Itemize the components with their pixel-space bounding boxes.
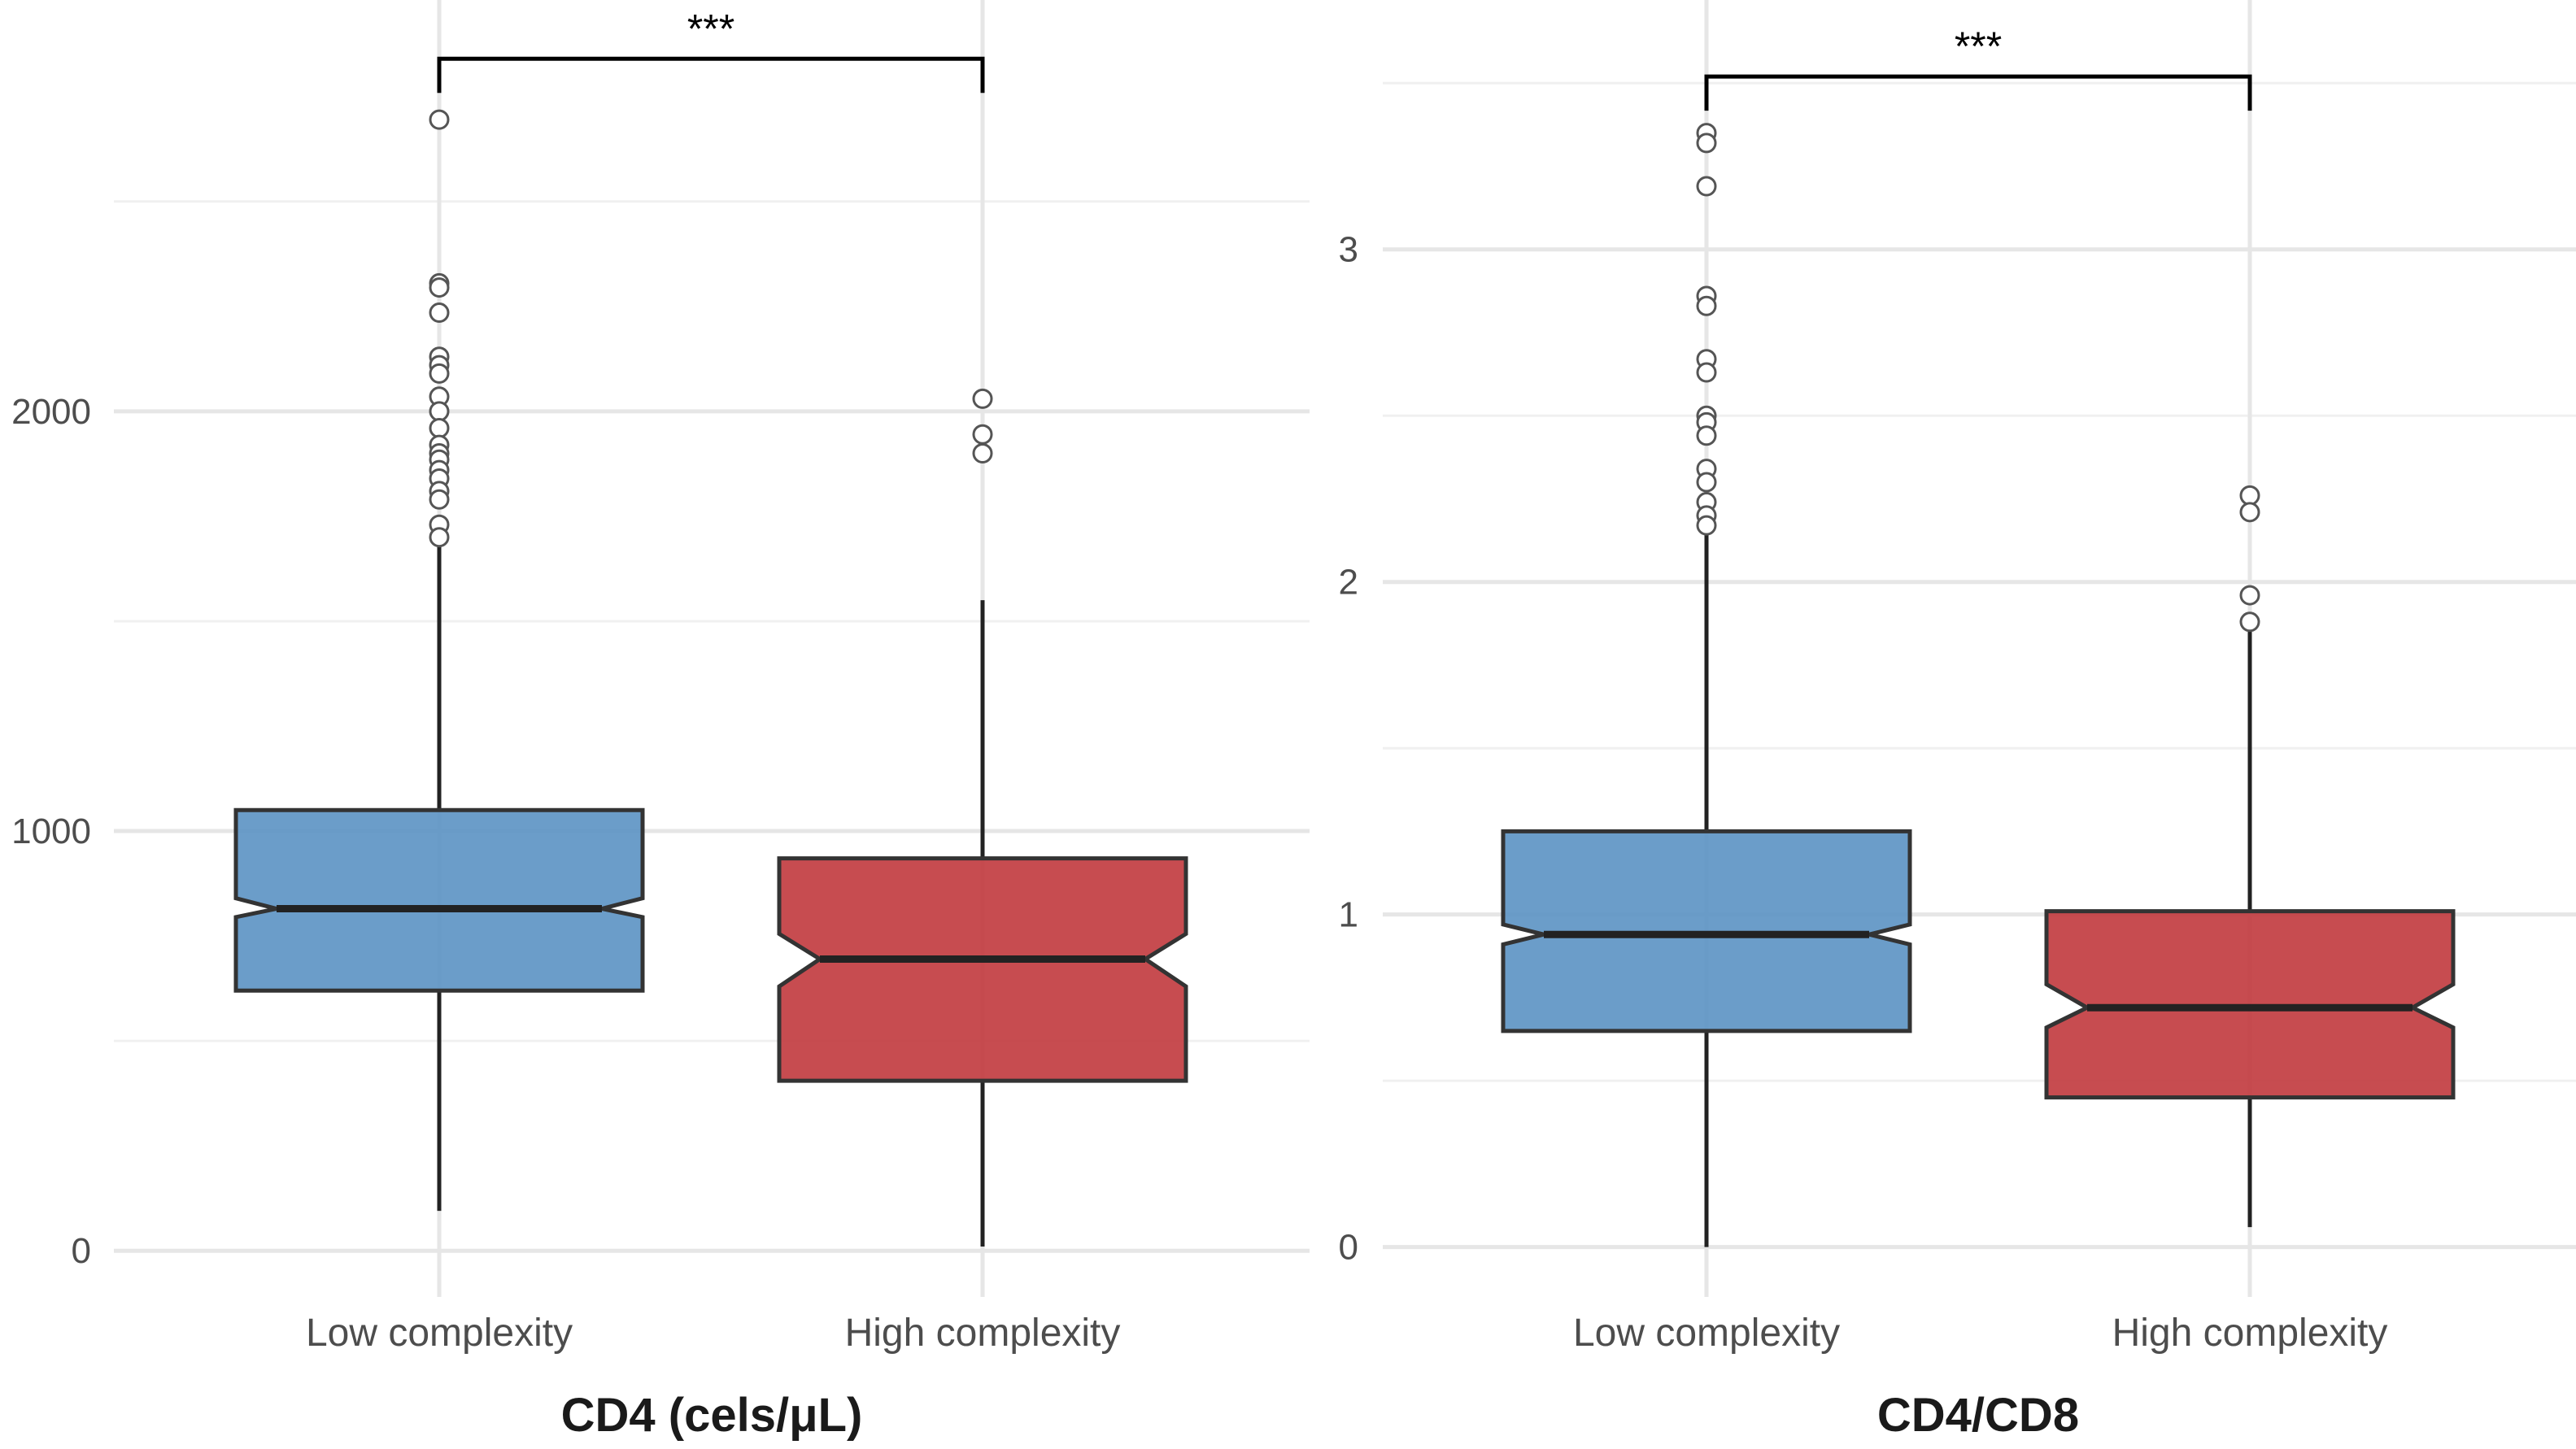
outlier-point [972, 424, 993, 445]
outlier-point [2239, 485, 2260, 506]
notched-box [233, 807, 645, 993]
box-low-complexity [233, 109, 645, 1212]
cd4-cd8-ratio-panel: 0 1 2 3 Low complexity High complexity *** CD4/… [1339, 0, 2576, 1442]
box-low-complexity [1501, 123, 1912, 1247]
significance-bracket [1704, 74, 2252, 111]
outlier-point [429, 489, 450, 510]
outlier-point [429, 363, 450, 384]
y-tick-label: 0 [72, 1231, 91, 1271]
x-category-label: High complexity [2112, 1312, 2388, 1355]
x-category-label: Low complexity [1573, 1312, 1840, 1355]
y-tick-label: 0 [1339, 1228, 1358, 1268]
outlier-point [1696, 472, 1717, 493]
y-tick-label: 3 [1339, 230, 1358, 270]
cd4-panel: 0 1000 2000 Low complexity High complexity **… [11, 0, 1310, 1442]
outlier-point [1696, 295, 1717, 316]
significance-bracket [437, 56, 985, 94]
outlier-point [429, 109, 450, 130]
outlier-point [429, 277, 450, 298]
cd4-cd8-panel-title: CD4/CD8 [1877, 1389, 2079, 1442]
outlier-point [429, 302, 450, 324]
box-high-complexity [777, 388, 1188, 1247]
y-tick-label: 1000 [11, 812, 91, 851]
outlier-point [2239, 585, 2260, 606]
box-high-complexity [2044, 485, 2456, 1228]
cd4-panel-title: CD4 (cels/μL) [561, 1389, 863, 1442]
outlier-point [1696, 515, 1717, 536]
x-category-label: High complexity [845, 1312, 1121, 1355]
outlier-point [972, 388, 993, 409]
y-tick-label: 2000 [11, 392, 91, 432]
outlier-point [2239, 502, 2260, 523]
significance-label: *** [1955, 24, 2002, 69]
outlier-point [2239, 611, 2260, 633]
y-tick-label: 2 [1339, 563, 1358, 603]
y-tick-label: 1 [1339, 895, 1358, 935]
outlier-point [972, 442, 993, 463]
outlier-point [1696, 133, 1717, 154]
outlier-point [429, 418, 450, 439]
significance-label: *** [687, 6, 734, 51]
outlier-point [1696, 425, 1717, 446]
outlier-point [1696, 362, 1717, 383]
notched-box [777, 856, 1188, 1083]
outlier-point [429, 527, 450, 548]
outlier-point [1696, 176, 1717, 197]
x-category-label: Low complexity [306, 1312, 573, 1355]
outlier-point [429, 401, 450, 422]
